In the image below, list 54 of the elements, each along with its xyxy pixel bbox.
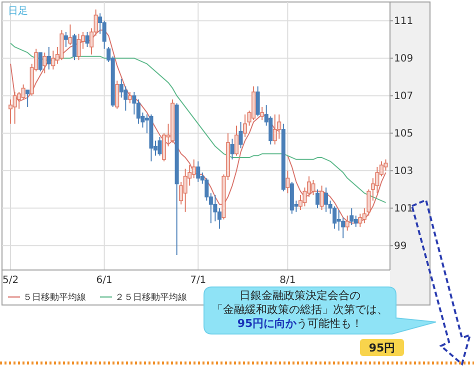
candlestick — [12, 91, 17, 124]
candlestick — [192, 158, 196, 179]
candlestick — [128, 91, 132, 104]
y-tick-label: 107 — [394, 91, 414, 102]
text: 「金融緩和政策の総括」次第では、 — [212, 303, 388, 316]
candlestick — [46, 46, 51, 70]
candlestick — [311, 180, 316, 196]
candlestick — [260, 106, 264, 121]
candlestick — [217, 208, 222, 230]
candlestick — [38, 52, 42, 72]
y-tick-label: 103 — [394, 166, 414, 178]
candlestick — [51, 50, 56, 70]
candlestick — [136, 98, 140, 124]
candlestick — [132, 91, 136, 115]
candlestick — [256, 86, 260, 117]
candlestick — [64, 31, 68, 48]
candlestick — [85, 31, 90, 48]
candlestick — [158, 136, 162, 156]
y-tick-label: 105 — [394, 128, 414, 140]
legend-label: ５日移動平均線 — [23, 292, 86, 304]
legend-label: ２５日移動平均線 — [115, 292, 187, 304]
y-tick-label: 99 — [394, 241, 407, 252]
y-tick-label: 101 — [394, 204, 414, 215]
candlestick — [213, 194, 218, 222]
candlestick — [183, 168, 188, 212]
x-tick-label: 7/1 — [190, 275, 206, 286]
y-tick-label: 111 — [394, 16, 414, 28]
candlestick — [196, 160, 200, 182]
candlestick — [26, 90, 30, 108]
candlestick — [316, 188, 320, 209]
candlestick — [76, 33, 81, 61]
x-tick-label: 6/1 — [96, 275, 112, 286]
candlestick — [286, 170, 290, 194]
text: 95円 — [368, 342, 396, 354]
candlestick — [238, 121, 243, 149]
candlestick — [72, 33, 76, 61]
candlestick — [272, 114, 277, 145]
x-tick-label: 8/1 — [280, 275, 296, 286]
candlestick — [350, 208, 354, 226]
candlestick — [42, 52, 47, 74]
candlestick — [8, 98, 13, 124]
x-tick-label: 5/2 — [2, 275, 19, 286]
y-tick-label: 109 — [394, 54, 414, 65]
candlestick — [21, 84, 26, 100]
candlestick — [115, 80, 120, 110]
chart-title: 日足 — [8, 6, 28, 17]
candlestick — [234, 125, 239, 156]
candlestick — [354, 215, 358, 228]
candlestick — [243, 114, 248, 138]
text: 95円に向かう可能性も！ — [237, 317, 363, 330]
text: 日銀金融政策決定会合の — [240, 289, 360, 302]
candlestick — [324, 187, 328, 212]
candlestick — [230, 138, 234, 160]
candlestick — [320, 185, 324, 211]
